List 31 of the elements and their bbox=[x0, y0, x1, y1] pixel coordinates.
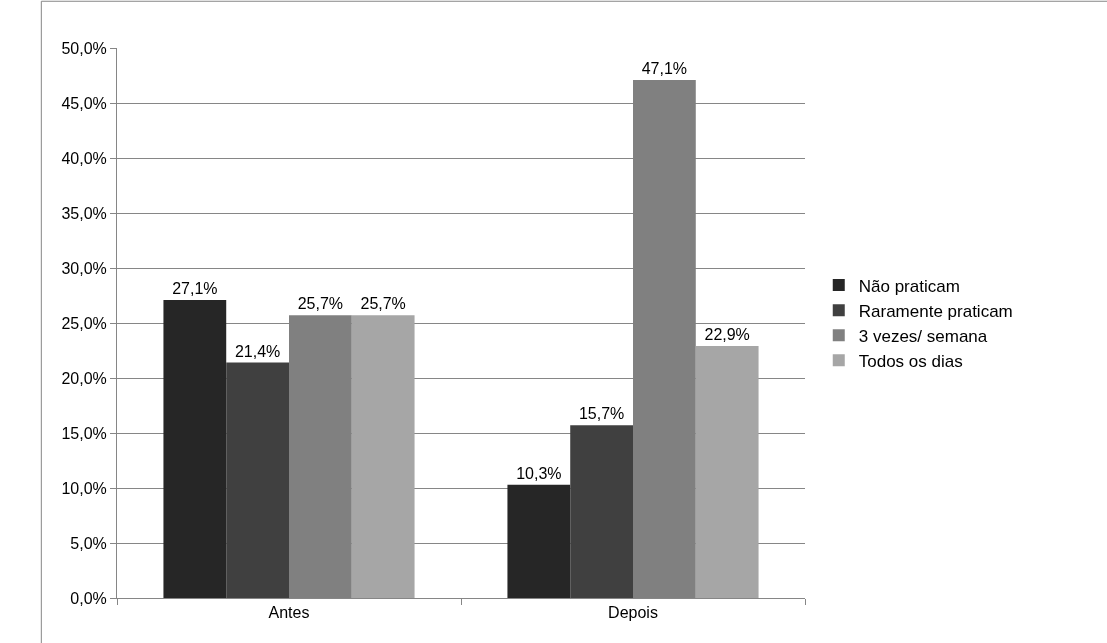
data-label: 27,1% bbox=[172, 279, 218, 297]
x-tick-label: Depois bbox=[608, 604, 658, 622]
y-tick-label: 35,0% bbox=[61, 204, 107, 222]
x-tick-label: Antes bbox=[268, 604, 310, 622]
bar bbox=[226, 362, 289, 598]
bar bbox=[163, 299, 227, 598]
y-tick-label: 15,0% bbox=[61, 424, 107, 442]
legend-label: Não praticam bbox=[858, 276, 960, 296]
data-label: 10,3% bbox=[516, 464, 562, 482]
bar bbox=[570, 425, 633, 598]
legend-label: 3 vezes/ semana bbox=[858, 326, 988, 346]
y-tick-label: 5,0% bbox=[70, 534, 107, 552]
legend-label: Raramente praticam bbox=[858, 301, 1013, 321]
y-tick-label: 10,0% bbox=[61, 479, 107, 497]
bar bbox=[695, 346, 759, 598]
y-tick-label: 50,0% bbox=[61, 39, 107, 57]
bar bbox=[507, 484, 571, 598]
data-label: 22,9% bbox=[704, 326, 750, 344]
y-tick-label: 45,0% bbox=[61, 94, 107, 112]
data-label: 25,7% bbox=[297, 295, 344, 313]
legend-label: Todos os dias bbox=[858, 351, 963, 371]
y-tick-label: 0,0% bbox=[70, 589, 107, 607]
y-tick-label: 40,0% bbox=[61, 149, 107, 167]
data-label: 47,1% bbox=[641, 59, 688, 77]
y-tick-label: 30,0% bbox=[61, 259, 107, 277]
data-label: 21,4% bbox=[234, 342, 281, 360]
y-tick-label: 25,0% bbox=[61, 314, 107, 332]
data-label: 25,7% bbox=[360, 295, 406, 313]
data-label: 15,7% bbox=[578, 405, 625, 423]
y-tick-label: 20,0% bbox=[61, 369, 107, 387]
bar bbox=[351, 315, 415, 598]
